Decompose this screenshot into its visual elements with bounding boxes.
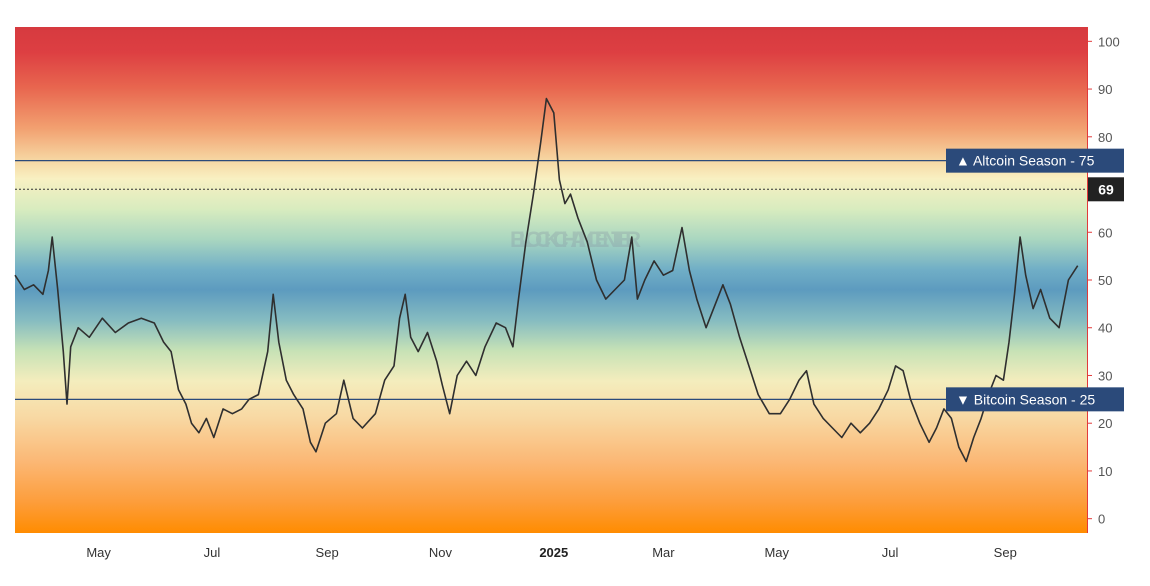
y-tick-label: 30: [1098, 368, 1112, 383]
reference-tag-background: [946, 387, 1124, 412]
reference-tag: ▲ Altcoin Season - 75: [946, 148, 1124, 173]
reference-tag-label: ▼ Bitcoin Season - 25: [956, 391, 1095, 407]
y-tick-label: 0: [1098, 512, 1105, 527]
x-tick-label: Sep: [316, 545, 339, 560]
y-tick-label: 10: [1098, 464, 1112, 479]
y-axis: 1009080706050403020100: [1087, 27, 1133, 533]
x-tick-label: Nov: [429, 545, 453, 560]
watermark-text: BLOCKCHAIN CENTER: [510, 227, 642, 252]
y-axis-panel: [1087, 27, 1133, 533]
x-tick-label: Sep: [994, 545, 1017, 560]
x-tick-label: Jul: [204, 545, 221, 560]
y-tick-label: 20: [1098, 416, 1112, 431]
x-axis: May Jul Sep Nov 2025 Mar May Jul Sep: [86, 545, 1016, 560]
y-tick-label: 40: [1098, 321, 1112, 336]
x-tick-label: May: [764, 545, 789, 560]
reference-tag-label: ▲ Altcoin Season - 75: [956, 153, 1095, 169]
y-tick-label: 50: [1098, 273, 1112, 288]
value-tags: ▲ Altcoin Season - 75 ▼ Bitcoin Season - …: [946, 148, 1124, 412]
current-value-tag: 69: [1088, 177, 1124, 202]
y-tick-label: 60: [1098, 225, 1112, 240]
x-tick-label: May: [86, 545, 111, 560]
y-tick-label: 80: [1098, 130, 1112, 145]
plot-background: [15, 27, 1087, 533]
reference-lines: [15, 160, 1087, 400]
x-tick-label: Mar: [652, 545, 675, 560]
x-tick-label: 2025: [539, 545, 568, 560]
y-tick-label: 90: [1098, 82, 1112, 97]
reference-tag-background: [946, 148, 1124, 173]
current-value-tag-background: [1088, 177, 1124, 202]
y-tick-label: 100: [1098, 34, 1120, 49]
current-value-tag-label: 69: [1098, 181, 1114, 197]
x-tick-label: Jul: [882, 545, 899, 560]
reference-tag: ▼ Bitcoin Season - 25: [946, 387, 1124, 412]
series-line-altcoin-season-index: [14, 97, 1079, 463]
